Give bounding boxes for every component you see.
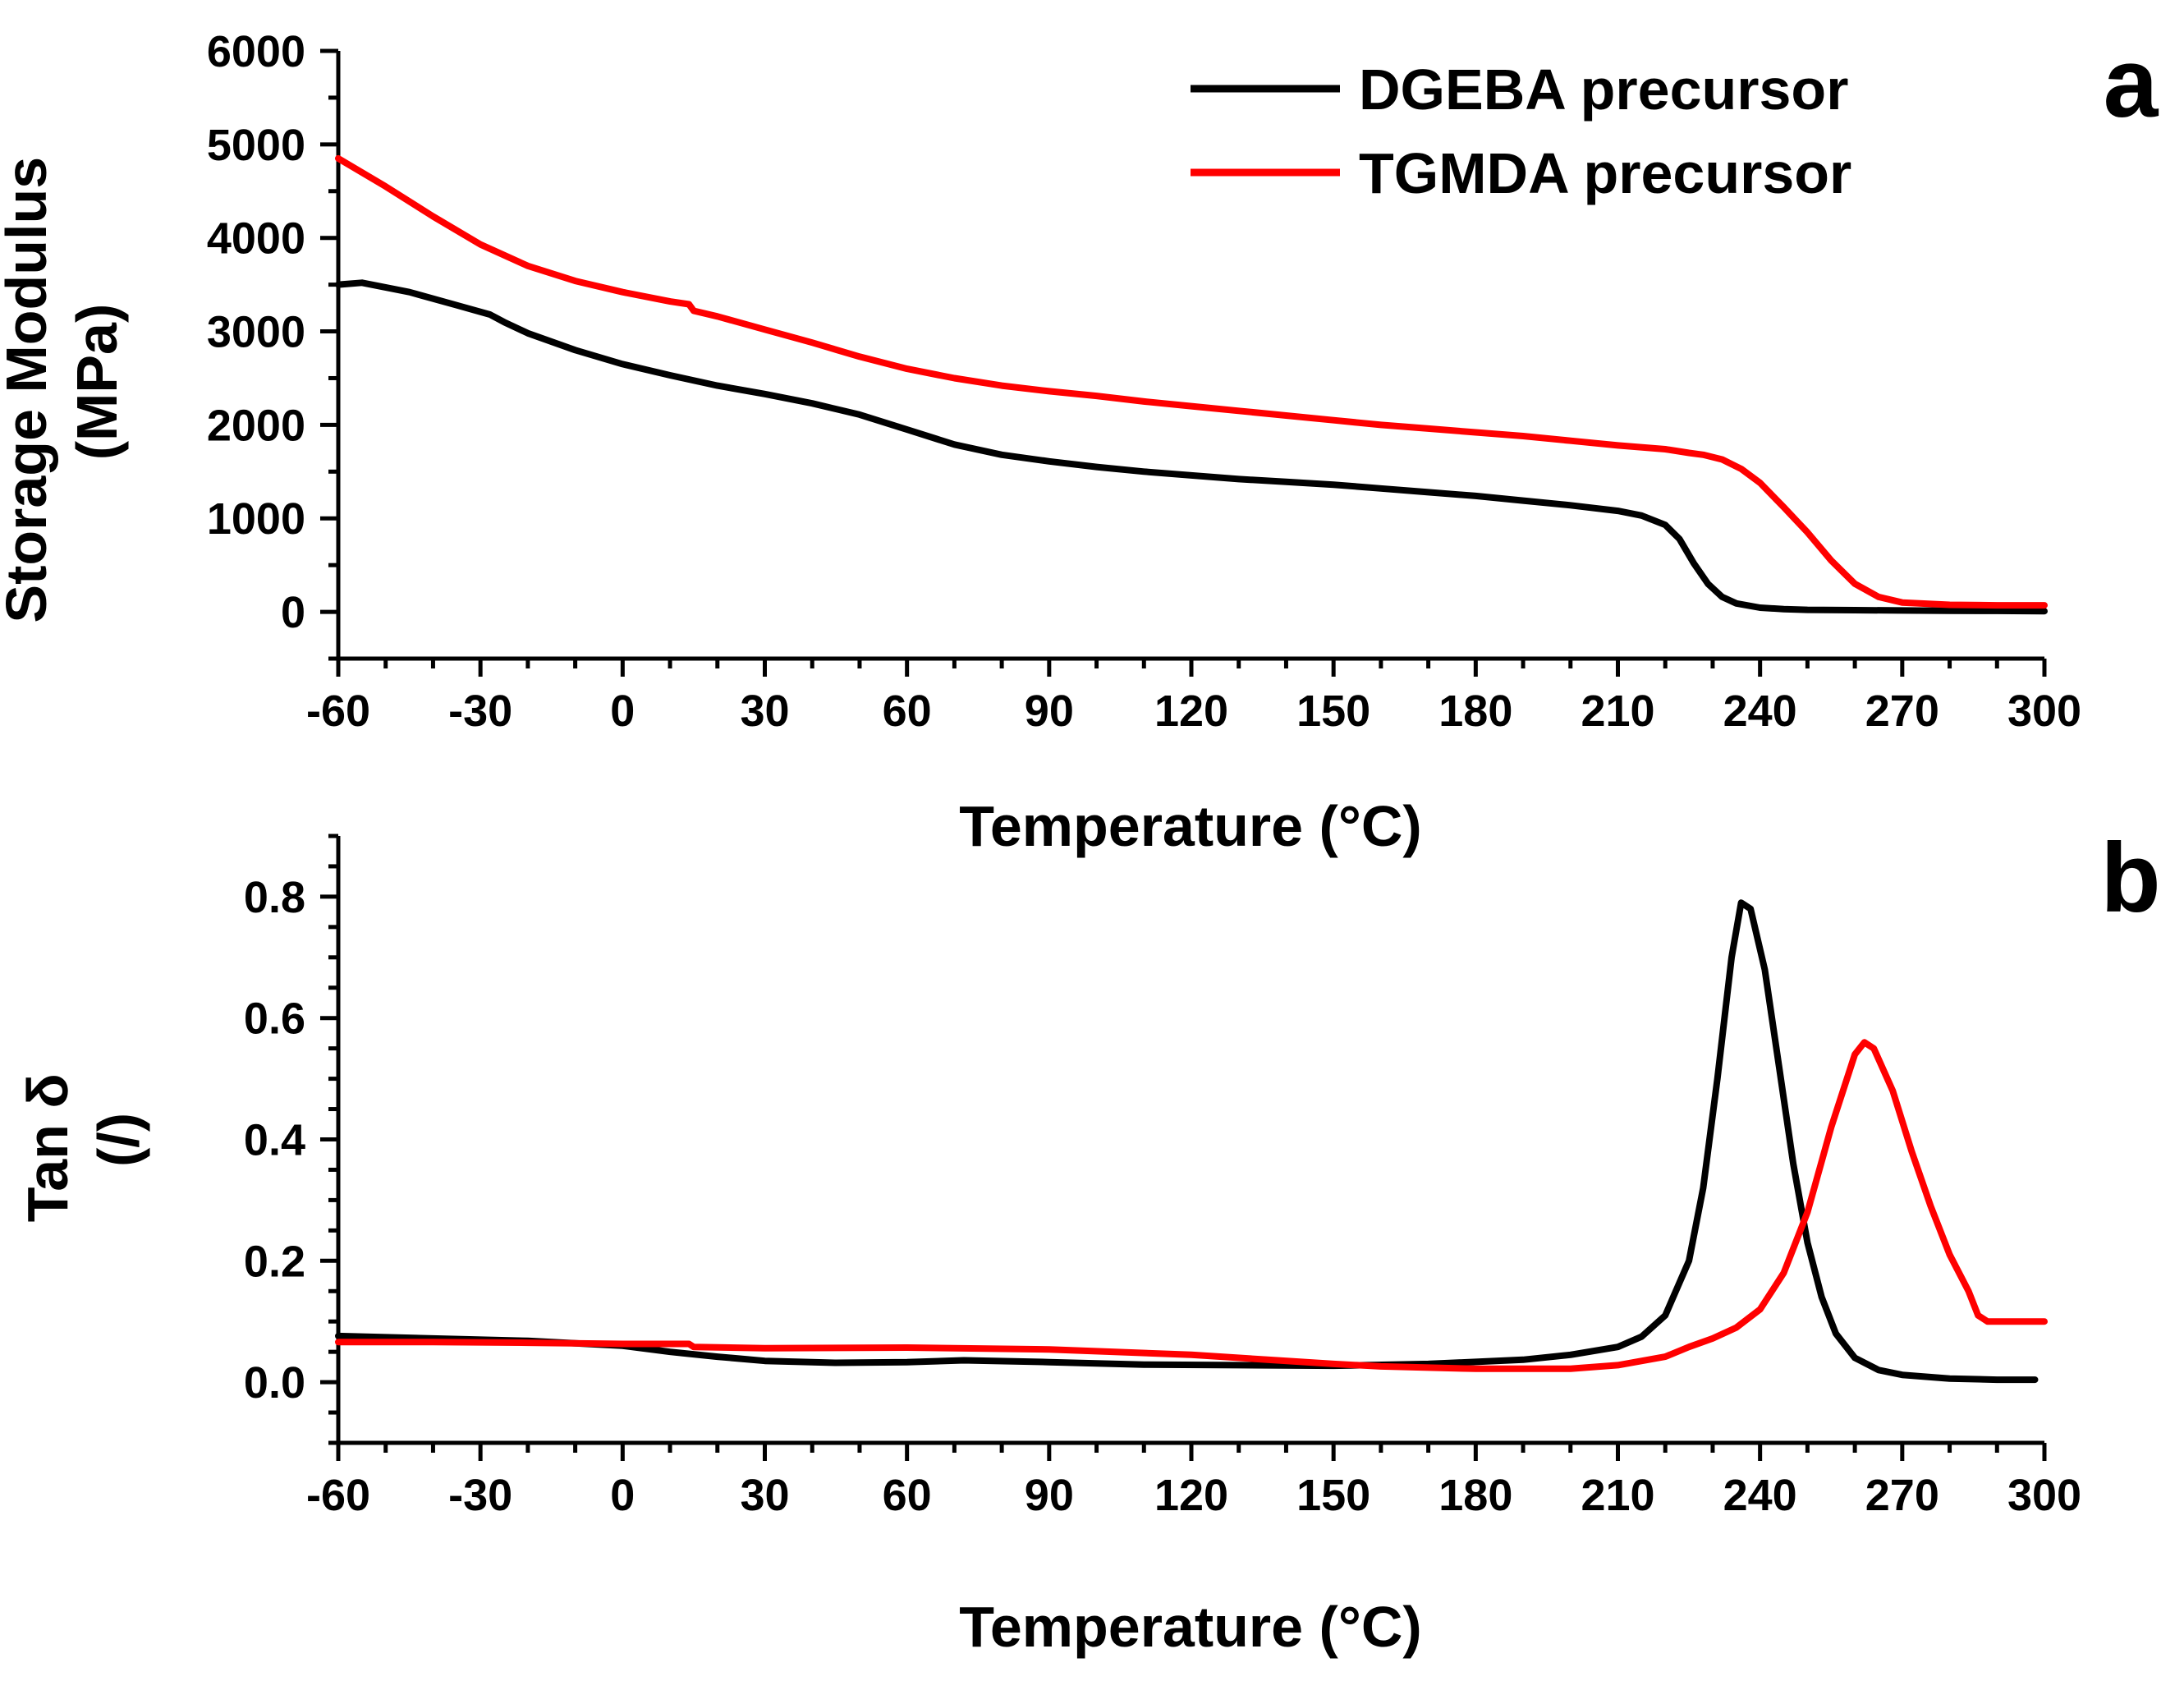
panel-a-x-tick-label: 0	[610, 687, 635, 736]
panel-b-x-tick-label: 180	[1438, 1471, 1512, 1520]
panel-a-y-tick-label: 2000	[207, 401, 305, 450]
panel-b-x-tick-label: 300	[2007, 1471, 2081, 1520]
panel-a-storage-modulus: -60 -30 0 30 60 90 120 150 180 210 240 270 300010002…	[0, 27, 2159, 858]
panel-a-x-tick-label: 150	[1296, 687, 1370, 736]
panel-b-x-tick-label: 60	[883, 1471, 932, 1520]
legend-label-tgmda: TGMDA precursor	[1359, 141, 1851, 205]
panel-b-x-tick-label: 240	[1723, 1471, 1797, 1520]
panel-b-y-tick-label: 0.0	[244, 1358, 305, 1408]
panel-a-x-tick-label: 90	[1025, 687, 1074, 736]
panel-b-y-title-line1: Tan δ	[16, 1073, 80, 1222]
panel-a-letter: a	[2104, 28, 2159, 138]
panel-a-series	[335, 154, 2048, 615]
panel-b-y-tick-label: 0.8	[244, 873, 305, 922]
panel-a-x-tick-label: -60	[306, 687, 370, 736]
panel-b-y-tick-label: 0.2	[244, 1237, 305, 1286]
panel-b-x-tick-label: 90	[1025, 1471, 1074, 1520]
panel-a-y-tick-label: 6000	[207, 27, 305, 76]
panel-b-x-tick-label: -30	[448, 1471, 512, 1520]
panel-b-axes: -60 -30 0 30 60 90 120 150 180 210 240 270 300 0.0 0.2…	[244, 834, 2081, 1520]
panel-a-legend: DGEBA precursor TGMDA precursor	[1191, 57, 1851, 205]
panel-a-axes: -60 -30 0 30 60 90 120 150 180 210 240 270 300010002…	[207, 27, 2081, 736]
panel-a-series-tgmda	[335, 154, 2048, 609]
panel-b-x-tick-label: 270	[1865, 1471, 1939, 1520]
panel-a-x-tick-label: 180	[1438, 687, 1512, 736]
legend-label-dgeba: DGEBA precursor	[1359, 57, 1848, 122]
panel-a-y-title-line1: Storage Modulus	[0, 157, 58, 623]
panel-b-x-tick-label: -60	[306, 1471, 370, 1520]
panel-a-y-tick-label: 1000	[207, 494, 305, 544]
panel-a-x-tick-label: 240	[1723, 687, 1797, 736]
panel-a-x-tick-label: 270	[1865, 687, 1939, 736]
panel-b-x-tick-label: 30	[740, 1471, 789, 1520]
panel-b-letter: b	[2100, 823, 2160, 933]
panel-b-series-dgeba	[335, 899, 2039, 1384]
panel-a-y-axis-title: Storage Modulus (MPa)	[0, 140, 129, 622]
panel-b-tan-delta: -60 -30 0 30 60 90 120 150 180 210 240 270 300 0.0 0.2…	[16, 823, 2161, 1659]
panel-a-y-tick-label: 4000	[207, 214, 305, 264]
panel-a-y-title-line2: (MPa)	[65, 304, 129, 461]
panel-a-y-tick-label: 3000	[207, 308, 305, 357]
panel-b-y-tick-label: 0.4	[244, 1116, 305, 1165]
panel-b-y-tick-label: 0.6	[244, 994, 305, 1044]
panel-b-x-tick-label: 210	[1581, 1471, 1654, 1520]
panel-a-x-axis-title: Temperature (°C)	[959, 794, 1421, 858]
panel-b-y-title-line2: (/)	[86, 1113, 150, 1167]
panel-b-x-tick-label: 0	[610, 1471, 635, 1520]
panel-a-x-tick-label: 210	[1581, 687, 1654, 736]
panel-a-x-tick-label: -30	[448, 687, 512, 736]
panel-b-series-tgmda	[335, 1039, 2048, 1372]
panel-b-x-tick-label: 120	[1154, 1471, 1228, 1520]
panel-a-y-tick-label: 0	[281, 588, 305, 637]
panel-a-series-dgeba	[335, 279, 2048, 615]
panel-a-x-tick-label: 30	[740, 687, 789, 736]
panel-a-x-tick-label: 120	[1154, 687, 1228, 736]
panel-a-x-tick-label: 300	[2007, 687, 2081, 736]
panel-a-y-tick-label: 5000	[207, 121, 305, 170]
panel-b-y-axis-title: Tan δ (/)	[16, 1058, 150, 1223]
panel-a-x-tick-label: 60	[883, 687, 932, 736]
panel-b-x-axis-title: Temperature (°C)	[959, 1595, 1421, 1659]
panel-b-x-tick-label: 150	[1296, 1471, 1370, 1520]
panel-b-series	[335, 899, 2048, 1384]
